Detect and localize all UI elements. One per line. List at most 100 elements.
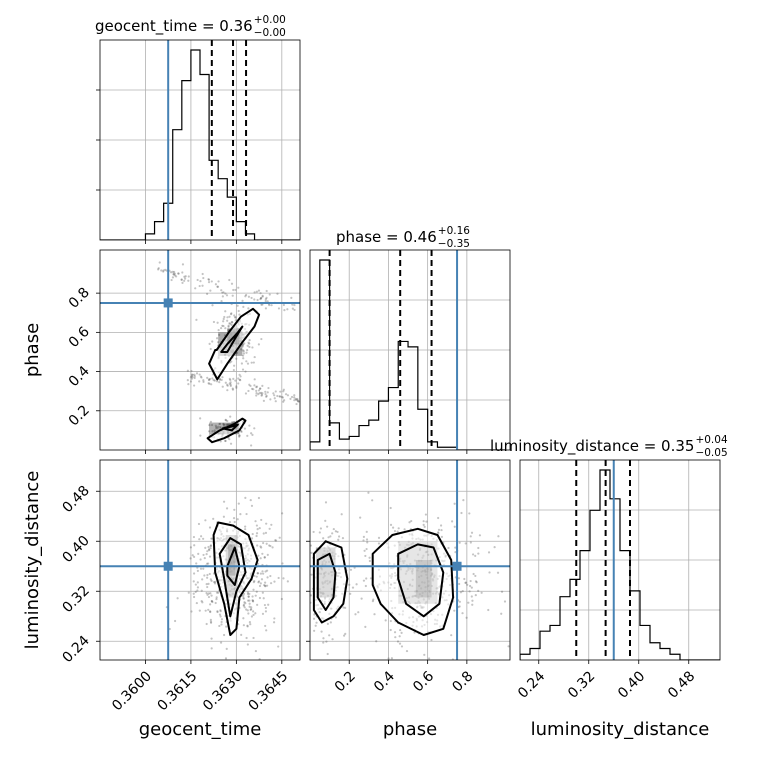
panel-phase-geocent_time-scatter-point-179 xyxy=(207,382,210,385)
panel-phase-geocent_time-scatter-point-454 xyxy=(217,425,220,428)
panel-phase-geocent_time-scatter-point-401 xyxy=(242,350,245,353)
panel-phase-geocent_time-scatter-point-50 xyxy=(255,385,259,388)
panel-phase-geocent_time-scatter-point-501 xyxy=(259,292,262,295)
panel-phase-geocent_time-scatter-point-312 xyxy=(264,307,268,310)
panel-phase-geocent_time-scatter-point-431 xyxy=(198,373,201,376)
panel-phase-geocent_time-scatter-point-6 xyxy=(277,307,281,310)
panel-luminosity_distance-phase-scatter-point-384 xyxy=(314,624,317,627)
panel-phase-geocent_time-scatter-point-342 xyxy=(246,344,249,347)
panel-luminosity_distance-phase-scatter-point-209 xyxy=(408,521,411,524)
panel-luminosity_distance-geocent_time-scatter-point-497 xyxy=(265,629,268,632)
panel-phase-geocent_time-scatter-point-291 xyxy=(222,317,225,321)
panel-phase-geocent_time-scatter-point-233 xyxy=(235,357,238,360)
panel-luminosity_distance-phase-scatter-point-484 xyxy=(359,516,362,519)
panel-luminosity_distance-geocent_time-scatter-point-469 xyxy=(193,544,196,547)
panel-luminosity_distance-geocent_time-scatter-point-206 xyxy=(206,562,209,565)
panel-luminosity_distance-phase-scatter-point-300 xyxy=(458,605,461,608)
panel-luminosity_distance-geocent_time-scatter-point-202 xyxy=(213,580,216,584)
panel-phase-geocent_time-scatter-point-22 xyxy=(193,375,196,378)
xtick-label-phase-1: 0.4 xyxy=(371,668,398,695)
panel-luminosity_distance-phase-scatter-point-549 xyxy=(310,594,313,597)
panel-phase-geocent_time-scatter-point-509 xyxy=(236,304,239,307)
panel-phase-geocent_time-scatter-point-293 xyxy=(181,271,184,274)
panel-luminosity_distance-phase-scatter-point-151 xyxy=(310,544,313,547)
panel-luminosity_distance-phase-scatter-point-205 xyxy=(413,631,416,634)
panel-luminosity_distance-geocent_time-scatter-point-157 xyxy=(215,591,219,594)
panel-phase-geocent_time-scatter-point-86 xyxy=(268,293,271,296)
panel-luminosity_distance-geocent_time-scatter-point-398 xyxy=(211,600,214,604)
panel-phase-geocent_time-scatter-point-117 xyxy=(274,400,277,403)
panel-phase-geocent_time-scatter-point-491 xyxy=(171,270,174,273)
panel-luminosity_distance-geocent_time-scatter-point-139 xyxy=(278,536,281,539)
panel-phase-geocent_time-scatter-point-400 xyxy=(222,291,225,294)
panel-luminosity_distance-phase-scatter-point-350 xyxy=(471,553,475,556)
panel-phase-geocent_time-background xyxy=(100,250,300,450)
panel-phase-geocent_time-scatter-point-313 xyxy=(202,276,205,280)
ytick-label-phase-0: 0.2 xyxy=(66,402,93,429)
title-phase-upper: +0.16 xyxy=(438,225,470,237)
xaxis-label-phase: phase xyxy=(383,719,437,740)
panel-luminosity_distance-geocent_time-scatter-point-318 xyxy=(199,567,203,570)
panel-luminosity_distance-phase-scatter-point-134 xyxy=(461,612,464,615)
panel-luminosity_distance-geocent_time-scatter-point-228 xyxy=(255,590,258,593)
panel-phase-geocent_time-scatter-point-142 xyxy=(172,272,175,276)
panel-luminosity_distance-geocent_time-scatter-point-254 xyxy=(194,583,197,586)
panel-luminosity_distance-phase-scatter-point-265 xyxy=(469,535,472,538)
panel-phase-geocent_time-scatter-point-193 xyxy=(158,261,161,264)
panel-luminosity_distance-phase-scatter-point-77 xyxy=(368,559,371,563)
xtick-label-geocent_time-2: 0.3630 xyxy=(200,668,246,714)
panel-luminosity_distance-phase-scatter-point-197 xyxy=(396,530,399,533)
panel-luminosity_distance-phase-scatter-point-313 xyxy=(398,642,402,645)
hist-geocent_time xyxy=(100,49,300,240)
panel-phase-geocent_time-scatter-point-235 xyxy=(216,285,220,288)
panel-phase-geocent_time-scatter-point-278 xyxy=(199,375,203,378)
panel-luminosity_distance-geocent_time-scatter-point-146 xyxy=(176,597,179,600)
panel-luminosity_distance-geocent_time-scatter-point-543 xyxy=(264,610,268,613)
panel-luminosity_distance-phase-scatter-point-277 xyxy=(470,531,474,534)
panel-luminosity_distance-geocent_time-scatter-point-158 xyxy=(225,507,229,510)
panel-luminosity_distance-phase-contour-3 xyxy=(397,543,445,618)
panel-luminosity_distance-geocent_time-scatter-point-12 xyxy=(282,577,285,580)
panel-luminosity_distance-phase-scatter-point-598 xyxy=(369,577,373,580)
panel-luminosity_distance-geocent_time-scatter-point-89 xyxy=(245,512,248,516)
panel-phase-geocent_time-scatter-point-64 xyxy=(240,362,243,365)
panel-phase-geocent_time-scatter-point-463 xyxy=(200,376,203,379)
panel-luminosity_distance-geocent_time-scatter-point-22 xyxy=(201,601,204,604)
panel-luminosity_distance-phase-scatter-point-551 xyxy=(377,536,381,539)
panel-luminosity_distance-geocent_time-scatter-point-330 xyxy=(210,579,213,583)
panel-phase-geocent_time-scatter-point-453 xyxy=(210,280,213,283)
panel-luminosity_distance-geocent_time-scatter-point-483 xyxy=(262,597,265,600)
panel-luminosity_distance-geocent_time-scatter-point-117 xyxy=(187,591,190,594)
panel-luminosity_distance-geocent_time-scatter-point-174 xyxy=(206,576,209,579)
panel-luminosity_distance-geocent_time-scatter-point-301 xyxy=(244,528,247,531)
panel-luminosity_distance-geocent_time-scatter-point-246 xyxy=(192,580,195,583)
panel-luminosity_distance-phase-scatter-point-22 xyxy=(375,640,378,643)
panel-luminosity_distance-geocent_time-scatter-point-474 xyxy=(209,620,213,623)
panel-phase-geocent_time-scatter-point-507 xyxy=(157,268,160,271)
panel-phase-geocent_time-scatter-point-196 xyxy=(259,297,263,300)
panel-phase-geocent_time-scatter-point-89 xyxy=(218,422,221,426)
panel-phase-geocent_time-scatter-point-438 xyxy=(237,382,240,385)
panel-phase-geocent_time-scatter-point-484 xyxy=(273,397,276,400)
panel-luminosity_distance-geocent_time-scatter-point-128 xyxy=(257,554,260,557)
panel-luminosity_distance-geocent_time-scatter-point-185 xyxy=(253,574,256,577)
panel-phase-geocent_time-scatter-point-201 xyxy=(250,387,254,390)
panel-luminosity_distance-geocent_time-scatter-point-363 xyxy=(209,621,213,624)
panel-phase-geocent_time-scatter-point-158 xyxy=(227,325,230,328)
xtick-label-phase-2: 0.6 xyxy=(410,668,437,695)
panel-luminosity_distance-geocent_time-scatter-point-111 xyxy=(201,578,204,581)
panel-phase-geocent_time-scatter-point-118 xyxy=(222,422,225,425)
panel-luminosity_distance-geocent_time-scatter-point-455 xyxy=(261,570,264,573)
panel-phase-geocent_time-scatter-point-90 xyxy=(284,393,288,396)
panel-luminosity_distance-geocent_time-scatter-point-43 xyxy=(256,572,260,575)
panel-luminosity_distance-geocent_time-scatter-point-556 xyxy=(219,609,222,612)
panel-phase-geocent_time-scatter-point-178 xyxy=(296,398,299,401)
panel-luminosity_distance-geocent_time-scatter-point-29 xyxy=(259,545,262,548)
panel-phase-geocent_time-scatter-point-316 xyxy=(265,394,268,398)
panel-luminosity_distance-phase-scatter-point-40 xyxy=(503,600,507,603)
panel-luminosity_distance-geocent_time-scatter-point-90 xyxy=(192,572,196,575)
panel-luminosity_distance-geocent_time-scatter-point-540 xyxy=(247,612,250,615)
panel-phase-geocent_time-scatter-point-493 xyxy=(224,327,227,330)
panel-phase-geocent_time-scatter-point-467 xyxy=(181,263,185,266)
panel-phase-geocent_time-scatter-point-135 xyxy=(216,427,219,430)
